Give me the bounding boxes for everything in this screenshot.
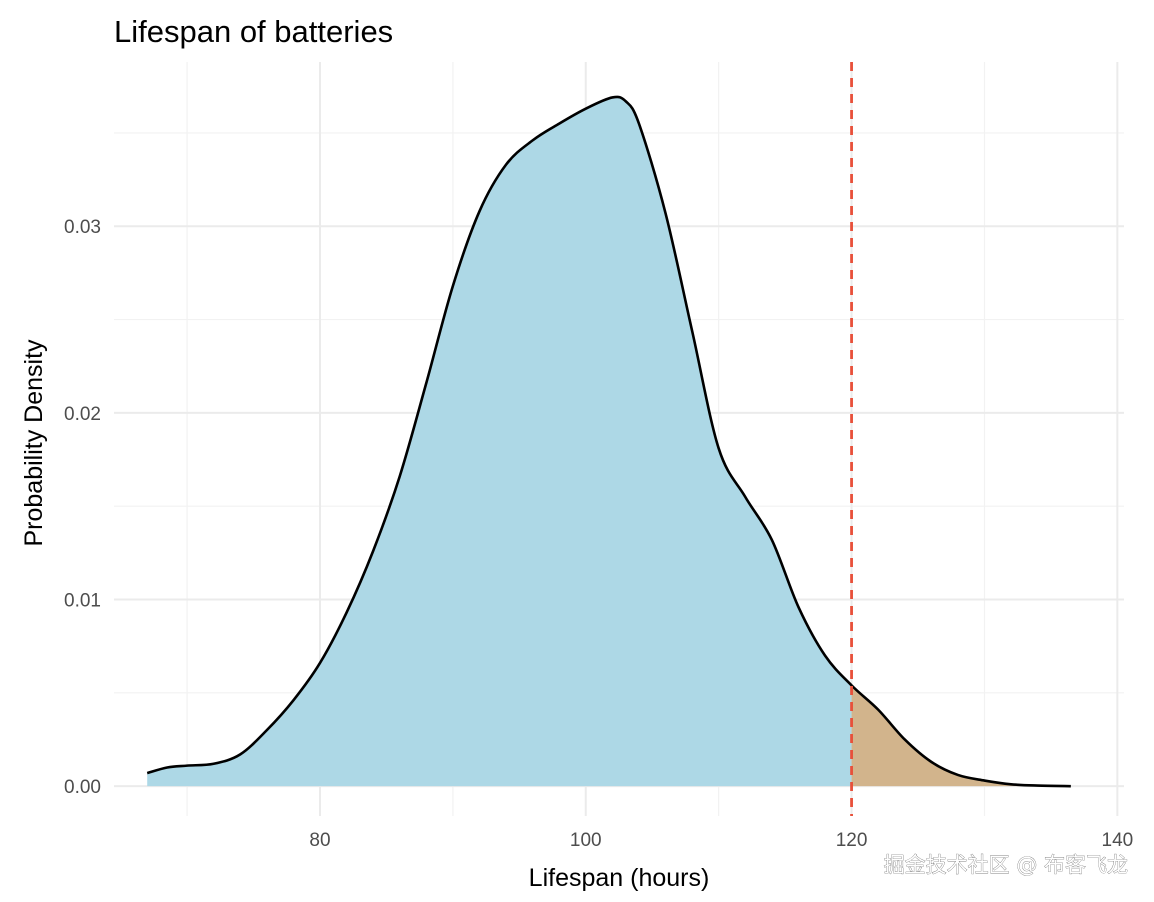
x-tick-label: 120 [836,830,868,851]
x-tick-label: 140 [1102,830,1134,851]
x-tick-label: 80 [309,830,330,851]
density-curve [146,95,1071,788]
x-axis-ticks: 80 100 120 140 [309,830,1133,851]
x-tick-label: 100 [570,830,602,851]
y-axis-ticks: 0.00 0.01 0.02 0.03 [64,217,101,798]
watermark: 掘金技术社区 @ 布客飞龙 [884,853,1128,877]
plot-area [146,62,1071,816]
tail-area [851,685,1071,787]
density-area [147,96,852,787]
x-axis-label: Lifespan (hours) [529,864,710,892]
y-tick-label: 0.03 [64,217,101,238]
y-tick-label: 0.01 [64,591,101,612]
y-axis-label: Probability Density [20,339,48,547]
y-tick-label: 0.00 [64,777,101,798]
chart-title: Lifespan of batteries [114,14,393,49]
y-tick-label: 0.02 [64,404,101,425]
